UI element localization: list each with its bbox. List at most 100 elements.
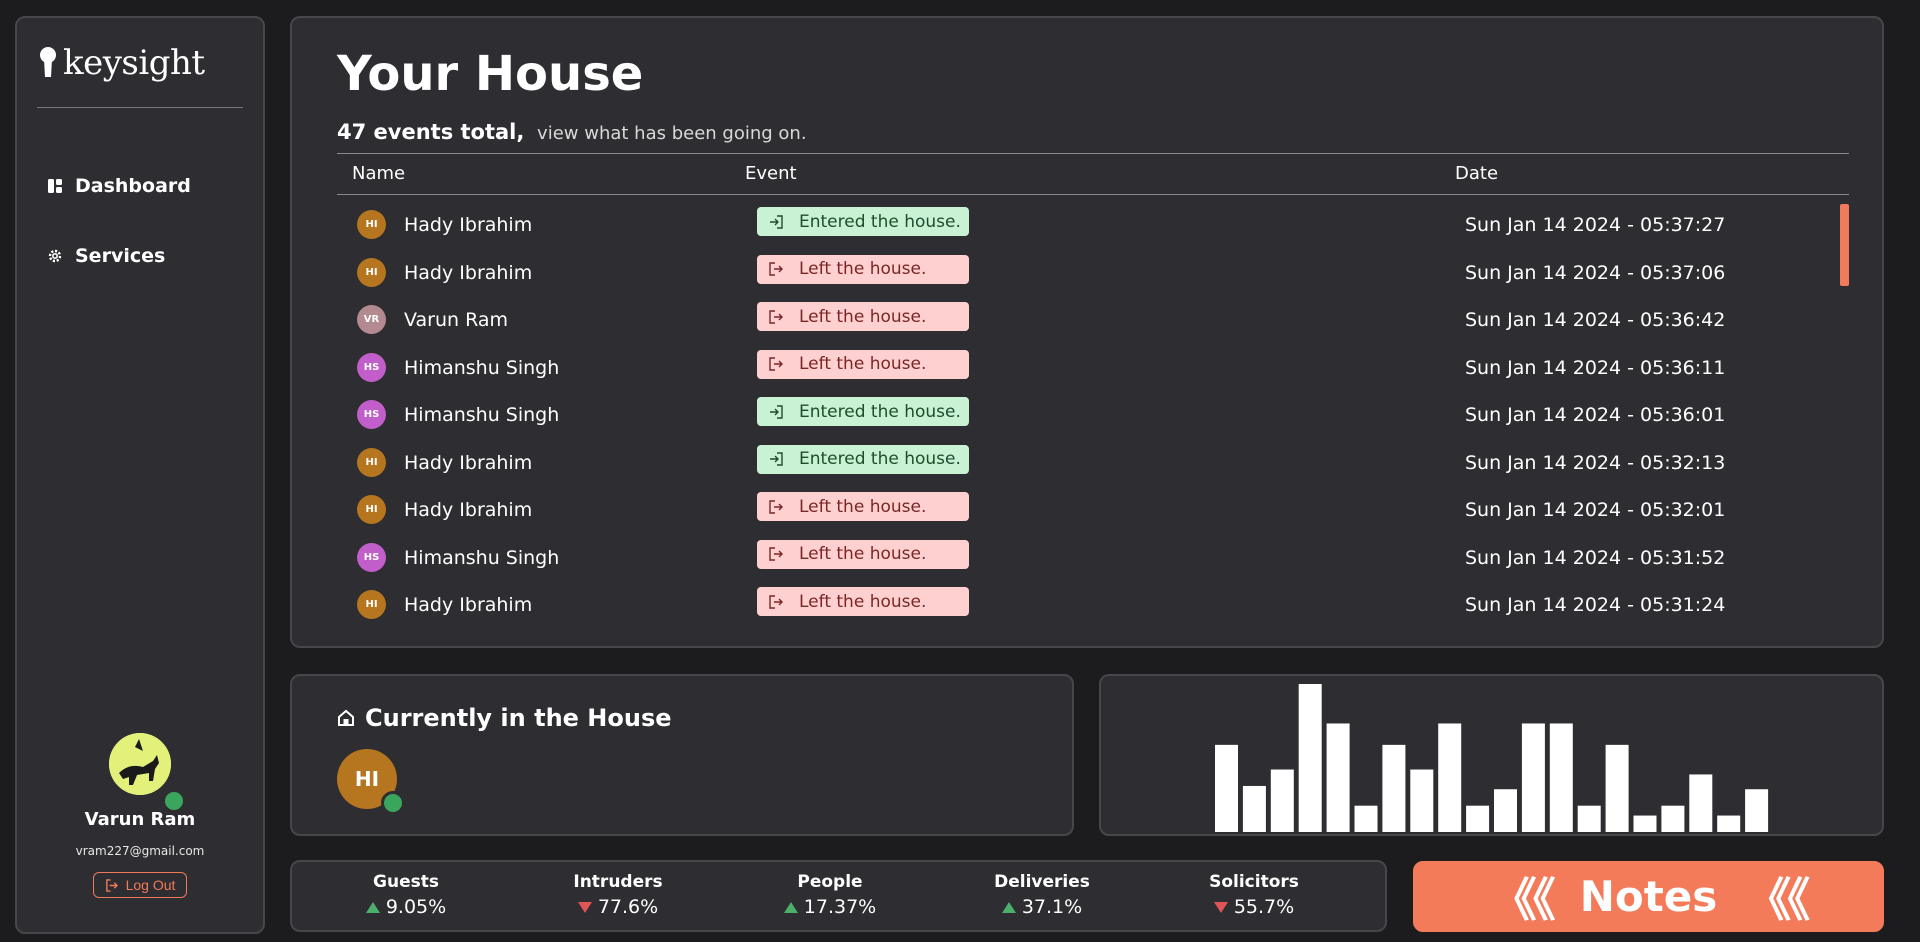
occupant-initials: HI: [354, 767, 380, 791]
stat-people: People 17.37%: [750, 872, 910, 918]
logout-button[interactable]: Log Out: [92, 872, 188, 898]
table-row[interactable]: VR Varun Ram Left the house. Sun Jan 14 202…: [337, 295, 1827, 343]
event-date: Sun Jan 14 2024 - 05:32:01: [1465, 499, 1726, 521]
table-row[interactable]: HS Himanshu Singh Left the house. Sun Jan 1…: [337, 343, 1827, 391]
stat-solicitors: Solicitors 55.7%: [1174, 872, 1334, 918]
event-user-name: Hady Ibrahim: [404, 261, 533, 284]
chart-bar[interactable]: [1521, 723, 1545, 832]
sidebar-item-services[interactable]: Services: [47, 238, 165, 274]
event-user-name: Hady Ibrahim: [404, 451, 533, 474]
chevrons-left-icon: 《《: [1745, 872, 1810, 927]
sidebar-item-dashboard[interactable]: Dashboard: [47, 168, 191, 204]
chart-bar[interactable]: [1633, 815, 1657, 832]
sidebar-item-label: Dashboard: [75, 175, 191, 197]
user-avatar: VR: [357, 305, 386, 334]
event-user-name: Hady Ibrahim: [404, 594, 533, 616]
events-count: 47 events total,: [337, 120, 525, 144]
chart-bar[interactable]: [1298, 684, 1322, 832]
stat-value-text: 9.05%: [385, 896, 447, 918]
user-avatar: HI: [357, 495, 386, 524]
chart-bar[interactable]: [1605, 744, 1629, 832]
online-status-badge: [162, 789, 186, 813]
user-avatar: HS: [357, 352, 386, 382]
stat-value-text: 17.37%: [803, 896, 877, 918]
chart-bar[interactable]: [1242, 785, 1266, 832]
table-row[interactable]: HS Himanshu Singh Entered the house. Sun Ja…: [337, 390, 1827, 438]
stat-guests: Guests 9.05%: [326, 872, 486, 918]
chart-bar[interactable]: [1382, 744, 1406, 832]
chart-bar[interactable]: [1410, 769, 1434, 832]
table-row[interactable]: HI Hady Ibrahim Left the house. Sun Jan 14 …: [337, 580, 1827, 628]
events-panel: Your House 47 events total, view what ha…: [290, 16, 1884, 648]
enter-icon: [770, 214, 783, 229]
user-avatar: HS: [357, 542, 386, 572]
event-date: Sun Jan 14 2024 - 05:37:27: [1465, 214, 1726, 236]
sidebar: keysight Dashboard Services Varun Ram vr…: [15, 16, 265, 934]
event-badge: Left the house.: [757, 302, 969, 331]
chart-bar[interactable]: [1494, 789, 1517, 832]
page-title: Your House: [337, 46, 644, 102]
chart-bar[interactable]: [1438, 723, 1462, 832]
chart-bar[interactable]: [1326, 723, 1350, 832]
event-badge: Entered the house.: [757, 444, 969, 474]
chart-bar[interactable]: [1466, 805, 1490, 832]
stat-deliveries: Deliveries 37.1%: [962, 872, 1122, 918]
home-icon: [338, 709, 354, 726]
stat-value: 77.6%: [538, 896, 698, 918]
stat-value-text: 37.1%: [1021, 896, 1083, 918]
table-row[interactable]: HI Hady Ibrahim Left the house. Sun Jan 14 …: [337, 485, 1827, 533]
event-date: Sun Jan 14 2024 - 05:36:11: [1465, 356, 1726, 379]
stat-value: 9.05%: [326, 896, 486, 918]
event-user-name: Himanshu Singh: [404, 404, 560, 426]
activity-bar-chart: [1215, 684, 1769, 832]
chart-bar[interactable]: [1717, 815, 1741, 832]
event-user-name: Himanshu Singh: [404, 356, 560, 379]
table-row[interactable]: HI Hady Ibrahim Left the house. Sun Jan 14 …: [337, 248, 1827, 296]
exit-icon: [769, 262, 783, 276]
exit-icon: [769, 309, 783, 324]
event-date: Sun Jan 14 2024 - 05:31:24: [1465, 594, 1726, 616]
sidebar-item-label: Services: [75, 245, 166, 267]
exit-icon: [769, 547, 783, 561]
event-date: Sun Jan 14 2024 - 05:36:01: [1465, 404, 1726, 426]
chart-bar[interactable]: [1549, 723, 1573, 832]
column-header-event[interactable]: Event: [745, 163, 797, 184]
table-row[interactable]: HI Hady Ibrahim Entered the house. Sun Jan …: [337, 438, 1827, 486]
column-header-name[interactable]: Name: [352, 163, 406, 184]
events-table-header: Name Event Date: [337, 153, 1849, 195]
event-user-name: Hady Ibrahim: [404, 214, 533, 236]
avatar[interactable]: [109, 733, 171, 795]
brand-logo[interactable]: keysight: [37, 38, 205, 88]
stat-label: Deliveries: [994, 872, 1090, 892]
event-label: Left the house.: [799, 496, 927, 517]
user-avatar: HI: [357, 590, 386, 619]
notes-button[interactable]: 《《 Notes 《《: [1413, 861, 1884, 932]
scrollbar-thumb[interactable]: [1840, 204, 1849, 286]
table-row[interactable]: HI Hady Ibrahim Entered the house. Sun Jan …: [337, 200, 1827, 248]
trend-up-icon: [1001, 901, 1016, 913]
event-badge: Left the house.: [757, 587, 969, 616]
chart-bar[interactable]: [1354, 805, 1378, 832]
chart-bar[interactable]: [1577, 805, 1601, 832]
sidebar-divider: [37, 107, 243, 108]
chart-bar[interactable]: [1215, 744, 1238, 832]
stat-value-text: 77.6%: [597, 896, 659, 918]
event-date: Sun Jan 14 2024 - 05:37:06: [1465, 261, 1726, 284]
event-badge: Left the house.: [757, 539, 969, 569]
logout-icon: [105, 878, 118, 892]
event-badge: Entered the house.: [757, 397, 969, 426]
occupant-avatar[interactable]: HI: [337, 749, 405, 815]
events-table-body[interactable]: HI Hady Ibrahim Entered the house. Sun Jan …: [337, 200, 1849, 645]
column-header-date[interactable]: Date: [1455, 163, 1499, 184]
event-badge: Left the house.: [757, 254, 969, 284]
activity-chart-panel: [1099, 674, 1884, 836]
chart-bar[interactable]: [1689, 774, 1713, 832]
user-avatar: HS: [357, 400, 386, 429]
event-date: Sun Jan 14 2024 - 05:31:52: [1465, 546, 1726, 569]
chart-bar[interactable]: [1661, 805, 1685, 832]
table-row[interactable]: HS Himanshu Singh Left the house. Sun Jan 1…: [337, 533, 1827, 581]
event-label: Left the house.: [799, 544, 927, 564]
stat-value: 37.1%: [962, 896, 1122, 918]
chart-bar[interactable]: [1745, 789, 1769, 832]
chart-bar[interactable]: [1270, 769, 1294, 832]
